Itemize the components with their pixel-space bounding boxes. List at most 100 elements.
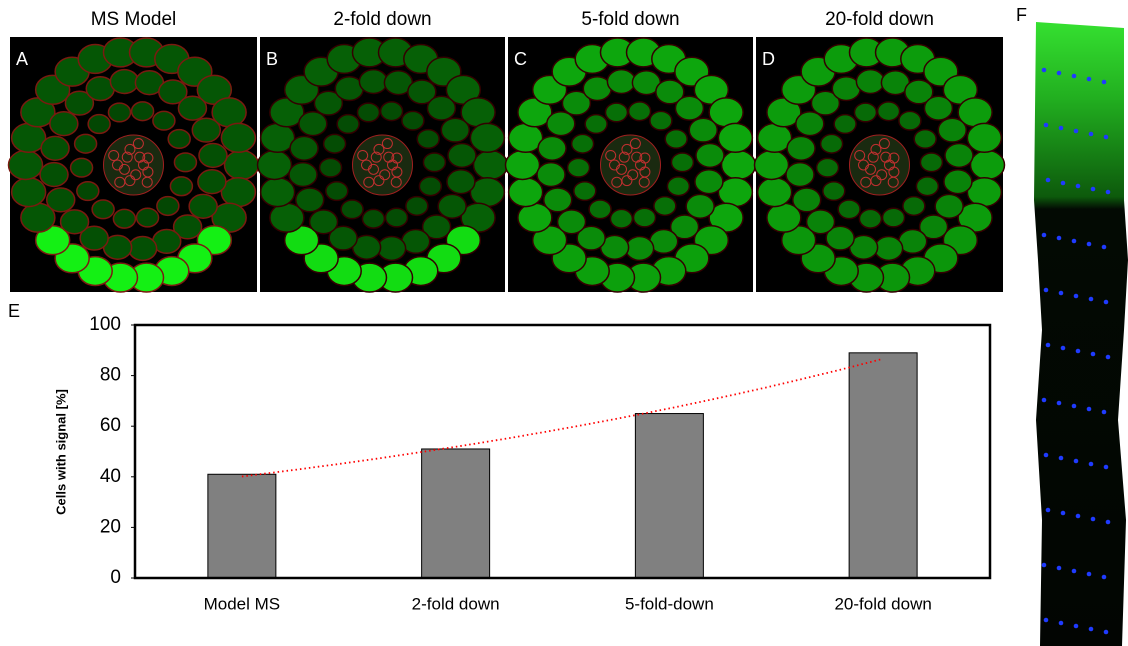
nucleus	[1056, 565, 1062, 571]
nucleus	[1086, 406, 1092, 412]
cell	[819, 133, 844, 154]
cell	[624, 235, 655, 262]
cell	[815, 157, 840, 178]
panel-letter: D	[762, 49, 775, 69]
stele-cell	[618, 151, 630, 163]
nucleus	[1088, 461, 1094, 467]
nucleus	[1041, 67, 1047, 73]
cell	[810, 90, 841, 116]
nucleus	[1088, 296, 1094, 302]
cell	[504, 149, 541, 181]
root-strip	[1034, 22, 1128, 646]
cell	[422, 152, 447, 173]
cell	[855, 68, 886, 95]
x-tick-label: 2-fold down	[412, 594, 500, 613]
cell	[177, 95, 208, 121]
cell	[717, 122, 754, 154]
nucleus	[1073, 623, 1079, 629]
bar	[421, 448, 491, 579]
cell	[416, 128, 440, 150]
nucleus	[1056, 235, 1062, 241]
cell	[469, 122, 506, 154]
nucleus	[1075, 183, 1081, 189]
cell	[336, 113, 360, 135]
cell	[59, 209, 90, 235]
cell	[384, 207, 409, 228]
cell	[943, 169, 973, 195]
nucleus	[1058, 290, 1064, 296]
cell	[561, 90, 592, 116]
stele-cell	[638, 176, 650, 188]
stele-cell	[391, 152, 403, 164]
x-tick-label: 20-fold down	[834, 594, 931, 613]
y-tick-label: 100	[89, 314, 121, 335]
cell	[313, 90, 344, 116]
nucleus	[1101, 244, 1107, 250]
cell	[318, 157, 343, 178]
nucleus	[1073, 128, 1079, 134]
nucleus	[1043, 287, 1049, 293]
cell	[421, 214, 452, 240]
cell	[674, 95, 705, 121]
cell	[198, 142, 228, 169]
cell	[87, 113, 111, 135]
cell	[340, 199, 364, 220]
cell	[881, 207, 906, 228]
cell	[173, 152, 198, 173]
nucleus	[1103, 464, 1109, 470]
cell	[919, 152, 944, 173]
nucleus	[1056, 70, 1062, 76]
cell	[294, 187, 325, 213]
stele-cell	[141, 176, 153, 188]
stele-cell	[124, 143, 136, 155]
nucleus	[1045, 177, 1051, 183]
nucleus	[1086, 571, 1092, 577]
nucleus	[1071, 73, 1077, 79]
cell	[91, 199, 115, 220]
cell	[969, 149, 1006, 181]
nucleus	[1041, 562, 1047, 568]
cell	[825, 225, 855, 251]
cell	[64, 90, 95, 116]
cell	[791, 187, 822, 213]
nucleus	[1041, 232, 1047, 238]
cell	[379, 101, 404, 122]
cell	[904, 79, 934, 105]
nucleus	[1071, 238, 1077, 244]
bar	[634, 413, 704, 579]
stele-cell	[112, 159, 123, 171]
cell	[632, 207, 657, 228]
nucleus	[1105, 189, 1111, 195]
panel-letter: B	[266, 49, 278, 69]
stele-cell	[639, 152, 651, 164]
cell	[609, 208, 634, 229]
nucleus	[1060, 510, 1066, 516]
stele-cell	[108, 149, 120, 161]
cell	[537, 135, 567, 161]
nucleus	[1101, 574, 1107, 580]
nucleus	[1075, 513, 1081, 519]
cell	[69, 157, 94, 178]
nucleus	[1086, 241, 1092, 247]
nucleus	[1043, 617, 1049, 623]
cell	[570, 133, 595, 154]
nucleus	[1071, 568, 1077, 574]
panel-letter: C	[514, 49, 527, 69]
cell	[785, 161, 815, 188]
cell	[256, 149, 293, 181]
stele-cell	[878, 138, 890, 150]
cell	[191, 117, 222, 143]
stele-cell	[854, 149, 866, 161]
cell	[507, 176, 544, 208]
stele	[600, 134, 661, 196]
stele-cell	[383, 151, 395, 163]
cell	[753, 149, 790, 181]
cell	[49, 111, 79, 137]
nucleus	[1043, 452, 1049, 458]
cell	[289, 135, 319, 161]
cell	[197, 169, 227, 195]
panel-letter: F	[1016, 5, 1027, 25]
nucleus	[1103, 629, 1109, 635]
cell	[720, 149, 757, 181]
cell	[358, 68, 389, 95]
